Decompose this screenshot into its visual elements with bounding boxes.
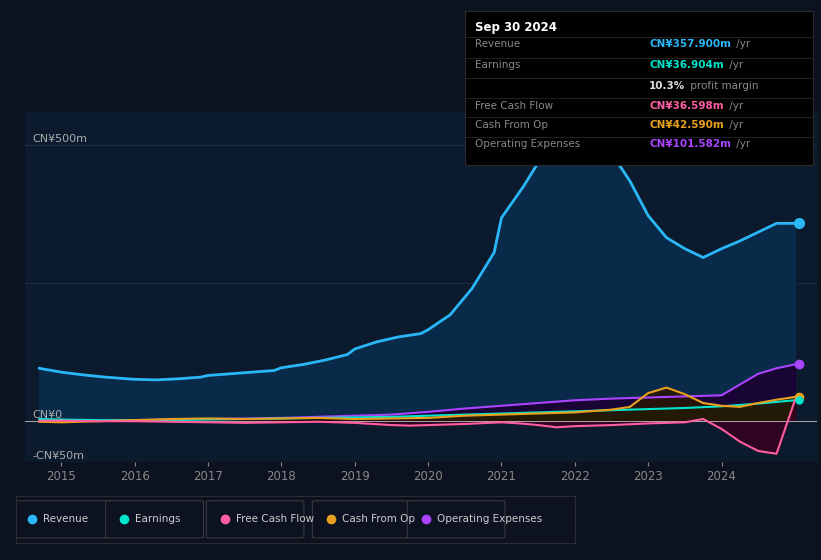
Text: Earnings: Earnings [135,515,181,524]
FancyBboxPatch shape [106,501,204,538]
FancyBboxPatch shape [407,501,505,538]
Text: CN¥101.582m: CN¥101.582m [649,139,732,149]
Text: Sep 30 2024: Sep 30 2024 [475,21,557,34]
Text: Operating Expenses: Operating Expenses [437,515,542,524]
FancyBboxPatch shape [206,501,304,538]
Text: CN¥42.590m: CN¥42.590m [649,120,724,130]
Text: /yr: /yr [733,139,750,149]
Text: Operating Expenses: Operating Expenses [475,139,580,149]
Text: Revenue: Revenue [475,39,521,49]
Text: Cash From Op: Cash From Op [342,515,415,524]
Text: /yr: /yr [726,120,743,130]
Text: /yr: /yr [733,39,750,49]
FancyBboxPatch shape [312,501,410,538]
Text: Earnings: Earnings [475,60,521,71]
Text: /yr: /yr [726,101,743,110]
Text: CN¥36.904m: CN¥36.904m [649,60,724,71]
Text: Free Cash Flow: Free Cash Flow [236,515,314,524]
Text: profit margin: profit margin [687,81,759,91]
Text: Revenue: Revenue [44,515,89,524]
Text: CN¥0: CN¥0 [32,409,62,419]
Text: Free Cash Flow: Free Cash Flow [475,101,553,110]
Text: 10.3%: 10.3% [649,81,686,91]
Text: -CN¥50m: -CN¥50m [32,451,84,461]
Text: Cash From Op: Cash From Op [475,120,548,130]
FancyBboxPatch shape [14,501,112,538]
Text: CN¥36.598m: CN¥36.598m [649,101,724,110]
Text: CN¥357.900m: CN¥357.900m [649,39,732,49]
Text: CN¥500m: CN¥500m [32,134,87,144]
Text: /yr: /yr [726,60,743,71]
